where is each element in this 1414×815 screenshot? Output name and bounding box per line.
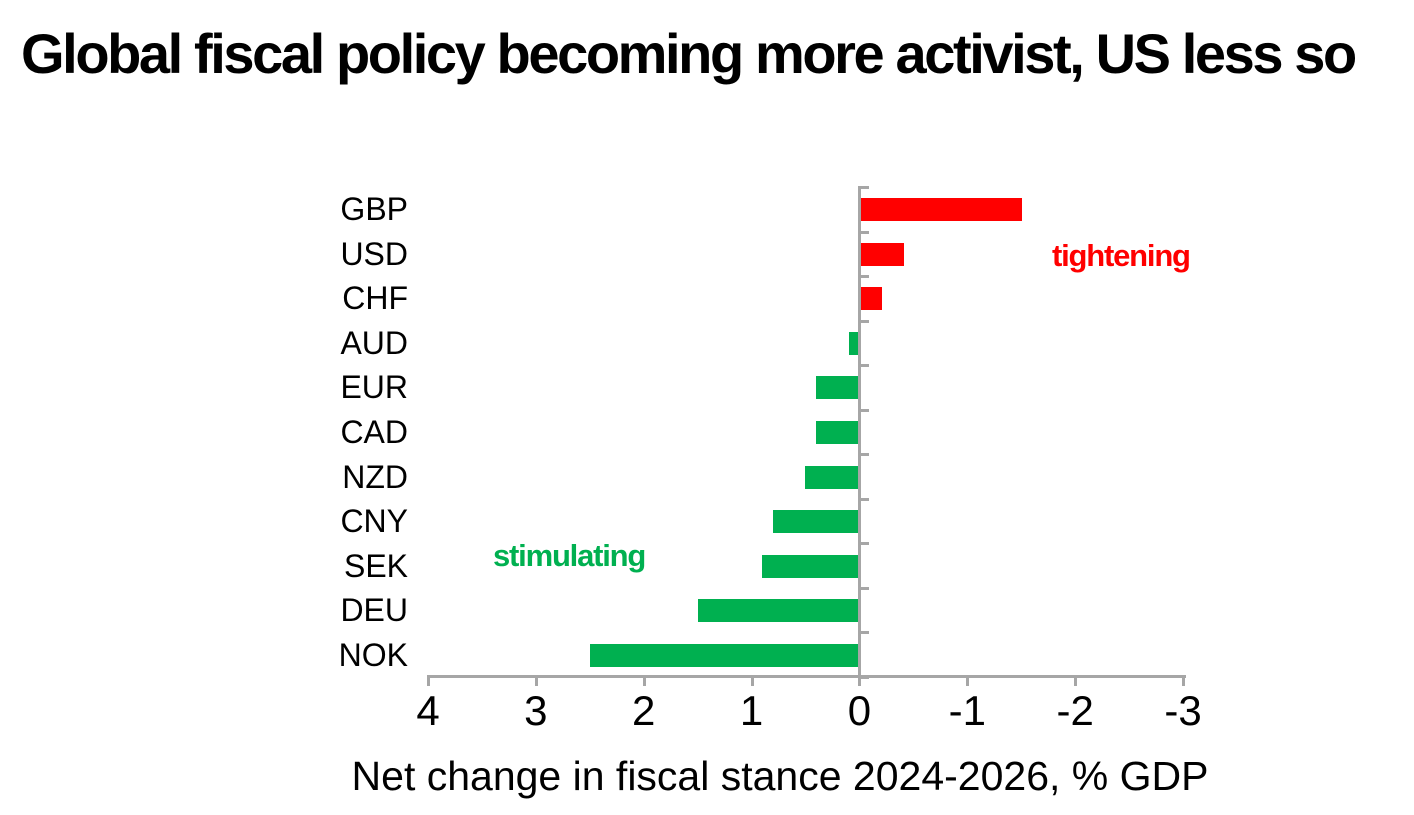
x-tick-mark-4 [427,677,430,686]
bar-eur [816,376,861,400]
y-axis-tick-mark [860,186,869,189]
x-tick-label--3: -3 [1164,687,1202,734]
y-axis-tick-mark [860,631,869,635]
category-label-nzd: NZD [342,458,408,495]
category-label-usd: USD [340,235,408,272]
x-tick-label--2: -2 [1056,687,1094,734]
x-tick-mark-0 [858,677,862,686]
annotation-stimulating: stimulating [493,538,646,573]
x-tick-label-2: 2 [632,687,656,734]
x-tick-label-3: 3 [524,687,548,734]
x-axis-title: Net change in fiscal stance 2024-2026, %… [351,753,1209,799]
category-label-aud: AUD [340,324,408,361]
y-axis-tick-mark [860,497,869,501]
x-tick-mark--1 [966,677,970,686]
category-label-gbp: GBP [340,191,408,228]
bar-aud [848,331,861,355]
y-axis-tick-mark [860,676,869,679]
bar-deu [697,599,861,623]
x-axis-line [427,675,1186,678]
bar-nok [589,643,861,667]
category-label-nok: NOK [338,636,408,673]
category-label-chf: CHF [342,280,408,317]
annotation-tightening: tightening [1052,238,1191,273]
x-tick-label-1: 1 [739,687,764,734]
y-axis-tick-mark [860,364,869,368]
y-axis-tick-mark [860,408,869,412]
bar-nzd [805,465,861,489]
bar-chf [859,287,882,311]
x-tick-mark-2 [642,677,646,686]
x-tick-mark--3 [1182,677,1186,686]
bar-cad [816,421,861,444]
x-tick-label-0: 0 [847,687,872,734]
y-axis-tick-mark [860,275,869,279]
category-label-sek: SEK [343,547,408,584]
category-label-cny: CNY [340,503,408,540]
bar-gbp [859,198,1023,222]
bar-cny [773,510,861,534]
x-tick-mark--2 [1074,677,1078,686]
y-axis-tick-mark [860,319,869,323]
y-axis-tick-mark [860,542,869,546]
bar-usd [859,242,904,266]
category-label-cad: CAD [340,413,408,450]
page-title: Global fiscal policy becoming more activ… [21,22,1357,85]
y-axis-zero-line [858,186,861,678]
y-axis-tick-mark [860,230,869,234]
y-axis-tick-mark [860,586,869,590]
x-tick-label--1: -1 [948,687,986,734]
category-label-eur: EUR [340,369,408,406]
x-tick-label-4: 4 [416,687,440,734]
y-axis-tick-mark [860,453,869,457]
category-label-deu: DEU [340,592,408,629]
x-tick-mark-1 [750,677,754,686]
x-tick-mark-3 [534,677,538,686]
bar-sek [762,554,861,578]
